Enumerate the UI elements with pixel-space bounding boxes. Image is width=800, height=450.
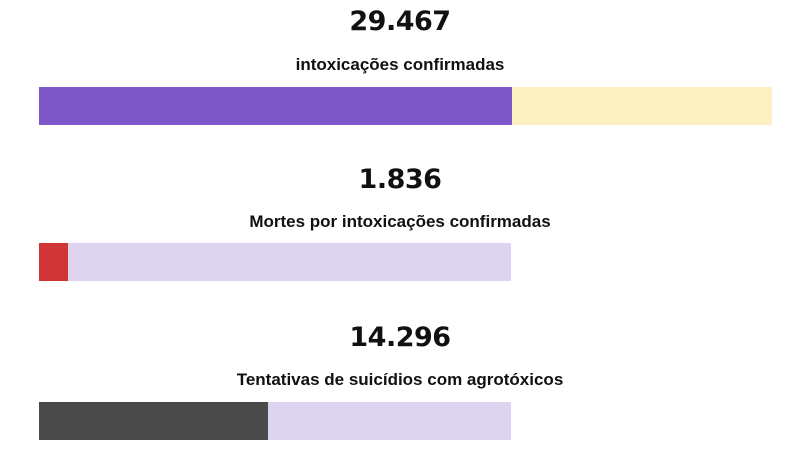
bar-fill-deaths [39,243,69,281]
bar-fill-intoxications [39,87,512,125]
bar-track-deaths [39,243,511,281]
bar-track-intoxications [39,87,772,125]
stat-value-deaths: 1.836 [358,164,442,195]
stat-label-deaths: Mortes por intoxicações confirmadas [249,212,551,231]
stat-value-suicide-attempts: 14.296 [349,322,451,353]
bar-track-suicide-attempts [39,402,511,440]
stat-value-intoxications: 29.467 [349,6,451,37]
stat-label-suicide-attempts: Tentativas de suicídios com agrotóxicos [236,370,564,389]
stat-label-intoxications: intoxicações confirmadas [295,55,505,74]
bar-fill-suicide-attempts [39,402,268,440]
